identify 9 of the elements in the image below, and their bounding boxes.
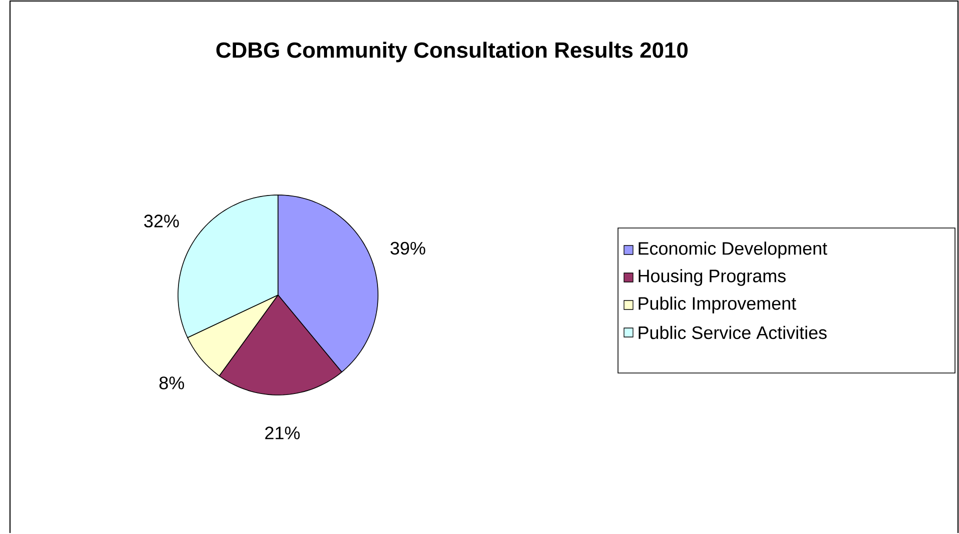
legend-label: Housing Programs bbox=[638, 269, 786, 286]
legend-label: Public Improvement bbox=[638, 296, 796, 314]
legend-label: Economic Development bbox=[638, 242, 828, 259]
data-label: 32% bbox=[144, 214, 179, 228]
legend-label: Public Service Activities bbox=[638, 326, 827, 340]
chart-title: CDBG Community Consultation Results 2010 bbox=[216, 42, 688, 62]
data-label: 39% bbox=[390, 242, 426, 255]
data-label: 21% bbox=[265, 426, 300, 440]
data-label: 8% bbox=[159, 376, 184, 390]
